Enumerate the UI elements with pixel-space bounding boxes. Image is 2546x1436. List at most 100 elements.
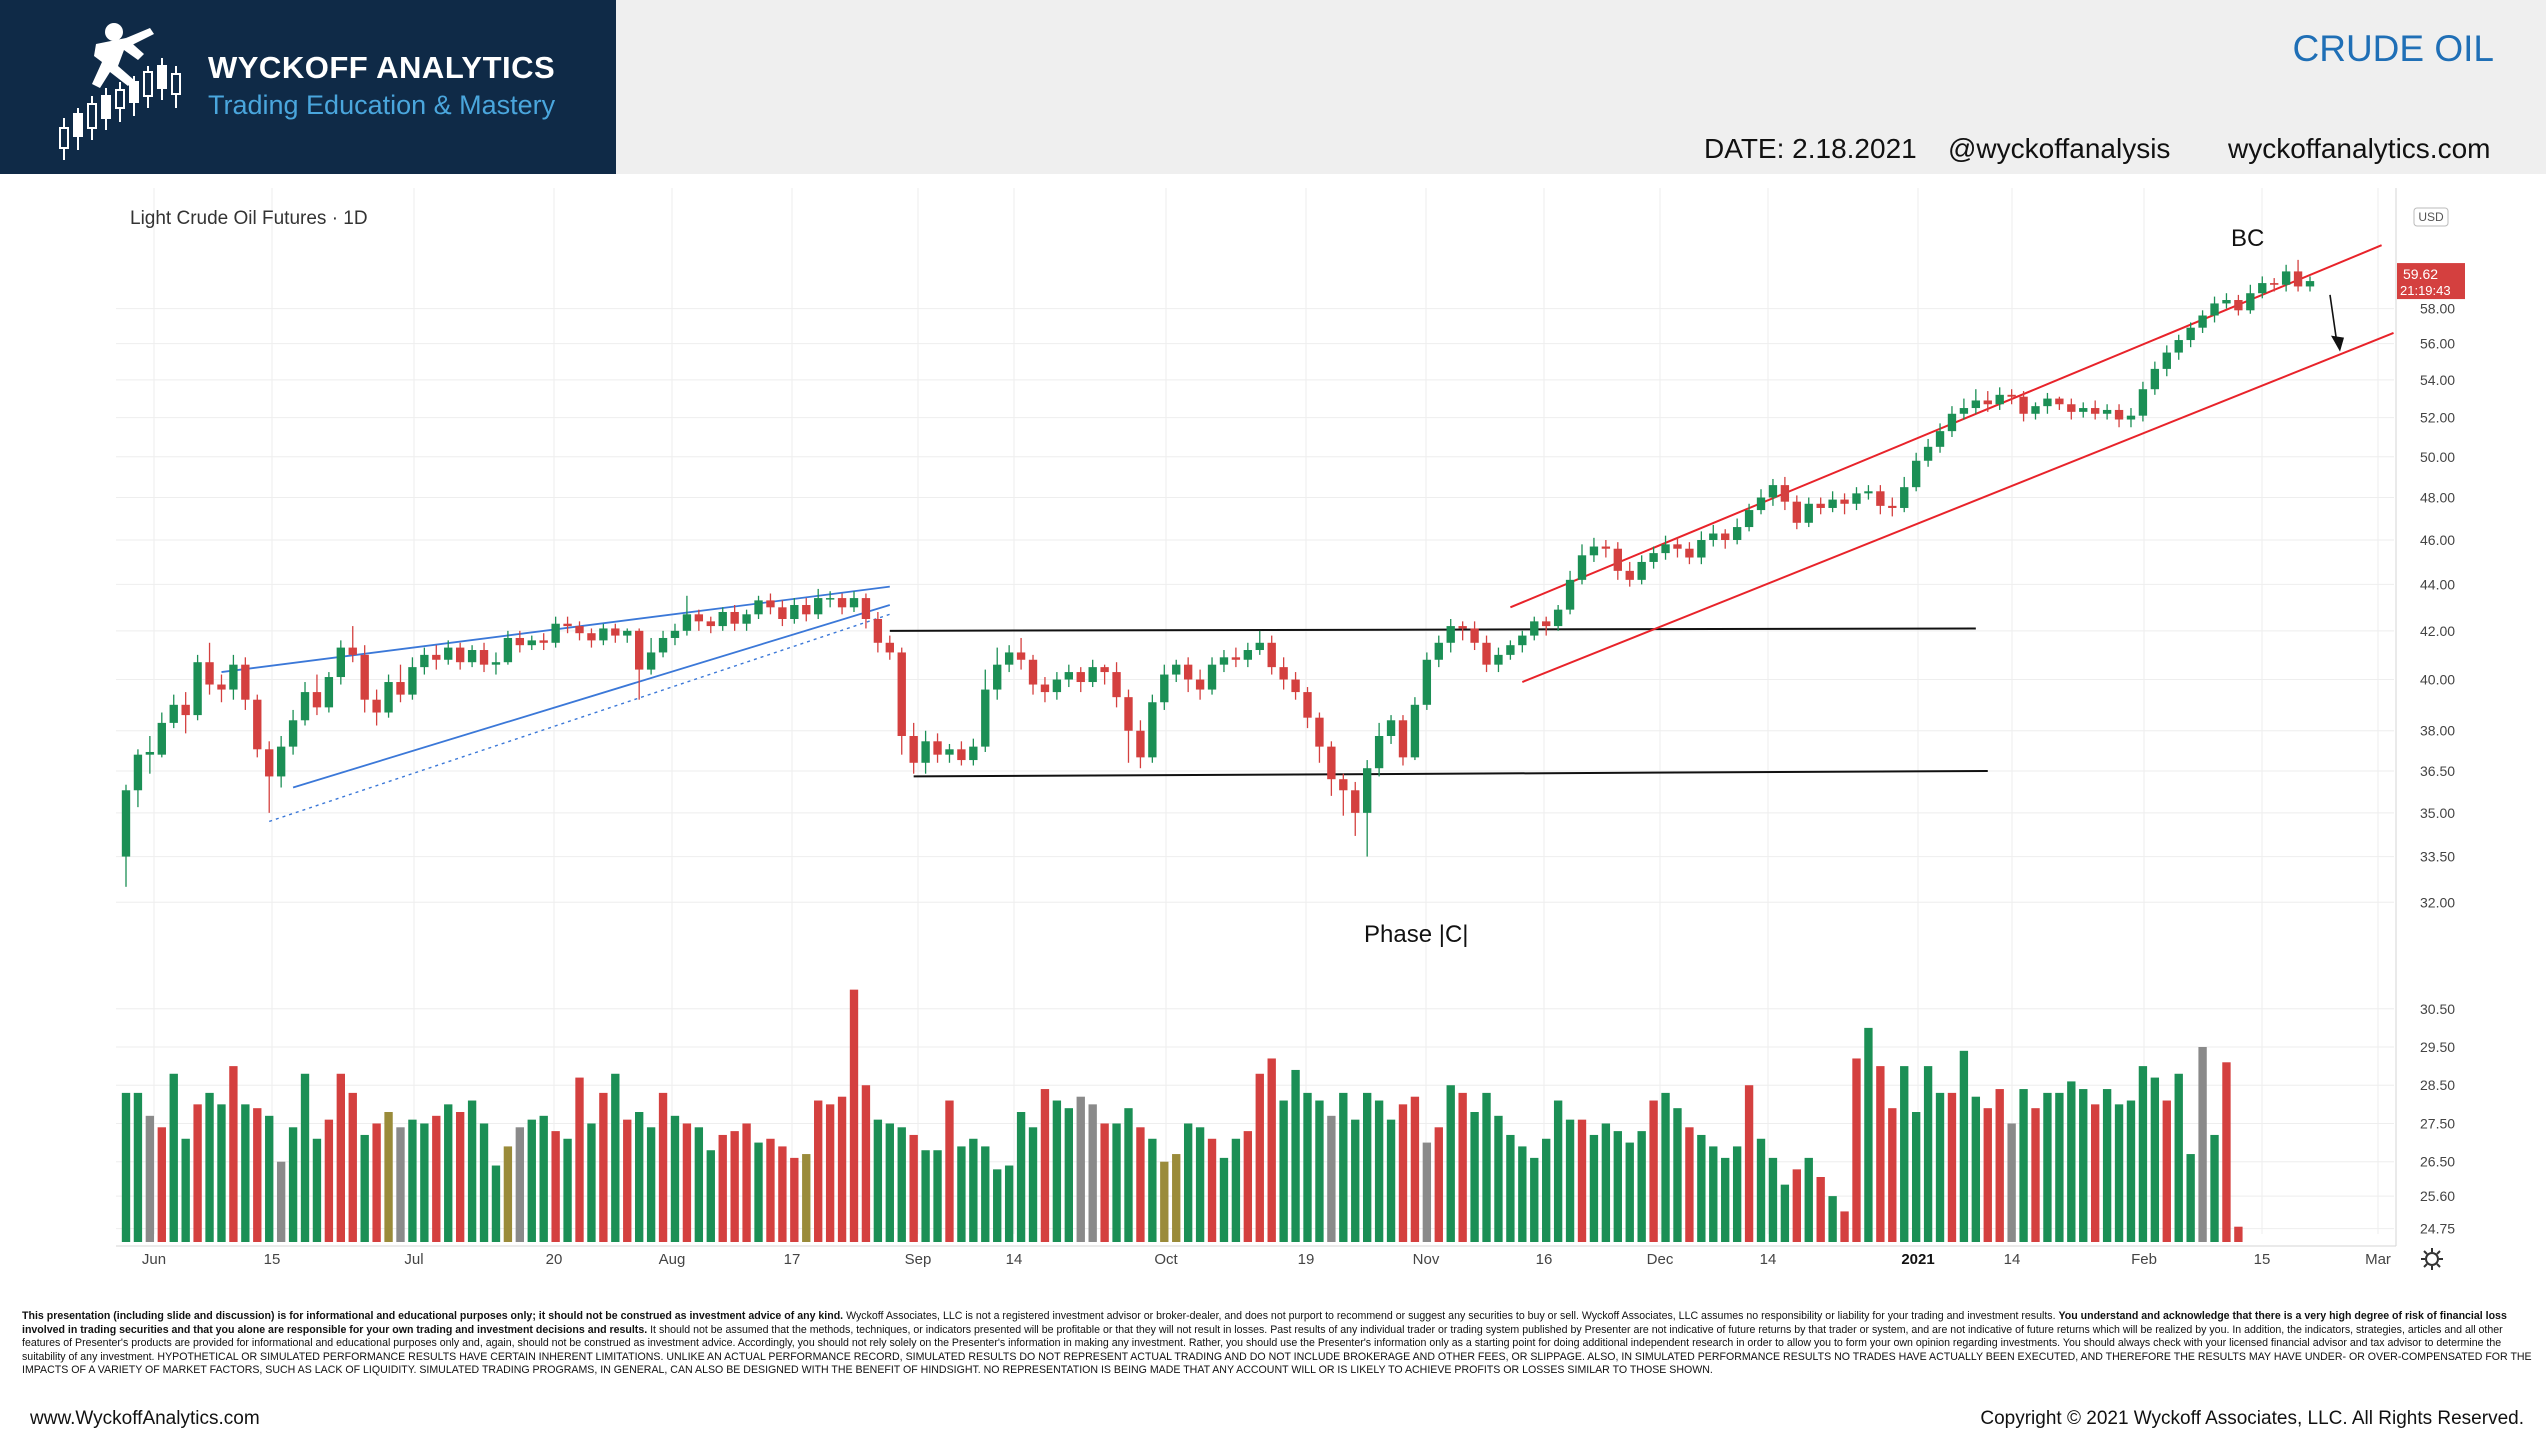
candle-body <box>1876 491 1885 506</box>
y-tick-label: 33.50 <box>2420 849 2455 865</box>
candle-body <box>1888 505 1897 508</box>
candle-body <box>909 736 918 763</box>
candle-body <box>658 637 668 653</box>
volume-bar <box>1422 1142 1432 1242</box>
candle-body <box>599 628 608 641</box>
x-tick-label: 20 <box>546 1251 563 1268</box>
candle-body <box>2043 398 2052 407</box>
candle-body <box>790 605 799 620</box>
candle-body <box>1780 485 1790 502</box>
candle-body <box>1959 408 1969 414</box>
volume-bar <box>957 1146 966 1242</box>
footer-website[interactable]: www.WyckoffAnalytics.com <box>30 1408 260 1429</box>
settings-gear-icon[interactable] <box>2421 1248 2443 1270</box>
volume-bar <box>384 1112 393 1242</box>
volume-bar <box>1494 1115 1503 1242</box>
candle-body <box>1303 692 1312 718</box>
candle-body <box>1160 674 1169 703</box>
currency-badge[interactable] <box>2413 207 2449 227</box>
price-chart[interactable]: Jun 15 Jul 20 Aug 17 Sep 14 Oct 19 Nov 16 Dec 14 2021 1… <box>0 174 2546 1300</box>
volume-bar <box>133 1092 143 1242</box>
candle-body <box>1207 664 1217 690</box>
candle-body <box>1172 664 1181 675</box>
annotation-bc: BC <box>2231 225 2264 252</box>
volume-bar <box>265 1115 274 1242</box>
volume-bar <box>1458 1092 1467 1242</box>
candle-body <box>2270 283 2279 285</box>
y-tick-label: 35.00 <box>2420 805 2455 821</box>
website-label: wyckoffanalytics.com <box>2228 133 2491 164</box>
brand-logo-panel: WYCKOFF ANALYTICS Trading Education & Ma… <box>0 0 616 174</box>
volume-bar <box>1888 1108 1897 1242</box>
x-tick-label: Aug <box>659 1251 686 1268</box>
candle-body <box>2138 389 2148 416</box>
volume-bar <box>1112 1123 1121 1242</box>
candle-body <box>1410 704 1420 758</box>
volume-bar <box>1709 1146 1718 1242</box>
candle-body <box>324 677 334 708</box>
currency-label: USD <box>2418 210 2444 224</box>
candle-body <box>1577 555 1587 580</box>
volume-bar <box>2222 1062 2231 1242</box>
volume-bar <box>527 1119 536 1242</box>
volume-bar <box>1231 1138 1241 1242</box>
candle-body <box>2055 398 2064 405</box>
wedge-lower-line <box>292 604 891 789</box>
volume-bar <box>1172 1154 1181 1242</box>
volume-bar <box>1160 1161 1169 1242</box>
candle-body <box>348 647 357 655</box>
volume-bar <box>2055 1092 2064 1242</box>
candle-body <box>849 598 859 608</box>
volume-bar <box>324 1119 334 1242</box>
candle-body <box>1625 570 1634 580</box>
candle-body <box>802 605 811 615</box>
volume-bar <box>599 1092 608 1242</box>
y-tick-label: 52.00 <box>2420 410 2455 426</box>
candle-body <box>2305 281 2315 287</box>
volume-bar <box>169 1073 178 1242</box>
volume-bar <box>551 1131 560 1242</box>
candle-body <box>1398 720 1408 758</box>
candle-body <box>205 662 214 685</box>
x-tick-label: Nov <box>1413 1251 1440 1268</box>
candle-body <box>253 699 262 750</box>
volume-bar <box>1386 1119 1396 1242</box>
x-tick-label: Sep <box>905 1251 932 1268</box>
y-tick-label: 54.00 <box>2420 372 2455 388</box>
candle-body <box>2293 271 2303 287</box>
candle-body <box>241 664 250 700</box>
candle-body <box>1028 659 1038 685</box>
candle-body <box>312 692 322 708</box>
volume-bar <box>1744 1085 1754 1242</box>
volume-bar <box>145 1115 155 1242</box>
volume-bar <box>1076 1096 1085 1242</box>
volume-bar <box>1219 1157 1229 1242</box>
volume-bar <box>348 1092 357 1242</box>
candle-body <box>1792 501 1801 523</box>
volume-bar <box>1183 1123 1193 1242</box>
volume-bar <box>276 1161 286 1242</box>
candle-body <box>169 704 178 723</box>
trading-range-bottom-line <box>913 769 1988 778</box>
candle-body <box>1709 533 1718 540</box>
y-tick-label: 50.00 <box>2420 449 2455 465</box>
y-tick-label: 38.00 <box>2420 723 2455 739</box>
candle-body <box>2222 300 2231 304</box>
candle-body <box>1518 635 1527 646</box>
candle-body <box>1482 642 1491 665</box>
candle-body <box>2079 408 2088 412</box>
y-tick-label: 28.50 <box>2420 1077 2455 1093</box>
candle-body <box>742 614 751 624</box>
candle-body <box>1434 642 1443 660</box>
volume-bar <box>1148 1138 1157 1242</box>
volume-bar <box>1052 1100 1062 1242</box>
candle-body <box>1971 400 1981 409</box>
volume-bar <box>1721 1157 1730 1242</box>
candle-body <box>1530 621 1539 636</box>
volume-bar <box>1434 1127 1443 1242</box>
volume-bar <box>1279 1100 1288 1242</box>
volume-bar <box>873 1119 883 1242</box>
candle-body <box>539 640 548 643</box>
candle-body <box>563 623 572 627</box>
candle-body <box>1148 702 1157 758</box>
